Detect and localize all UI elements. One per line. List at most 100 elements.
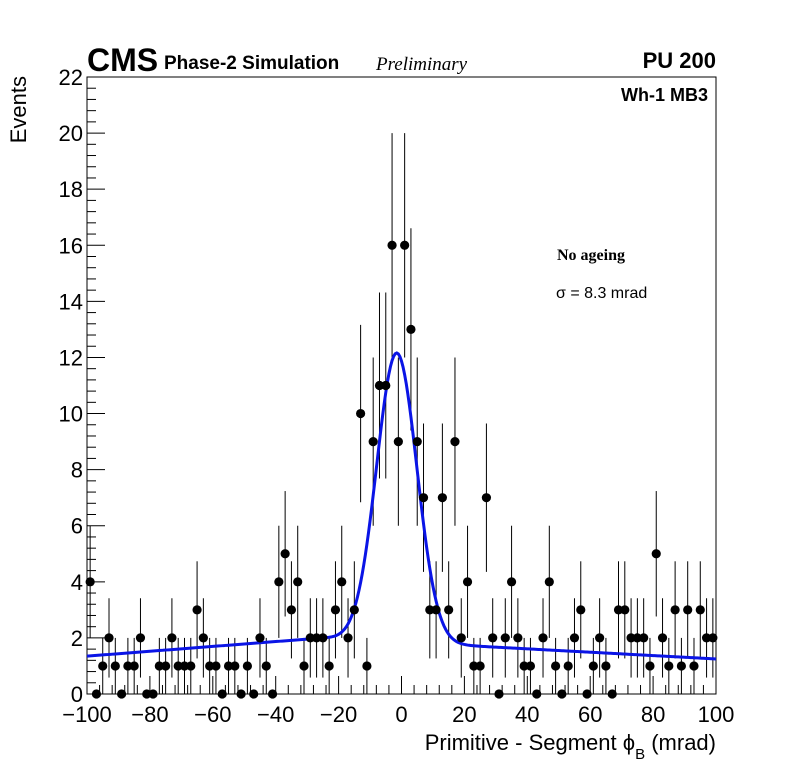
data-point <box>261 661 271 671</box>
phase2-simulation-label: Phase-2 Simulation <box>164 53 339 74</box>
data-point <box>670 605 680 615</box>
data-point <box>551 661 561 671</box>
x-axis-title-main: Primitive - Segment <box>425 730 623 755</box>
data-point <box>255 633 265 643</box>
sigma-value: = 8.3 mrad <box>566 285 647 302</box>
y-tick-label: 14 <box>59 289 83 314</box>
x-tick-label: −40 <box>257 702 294 727</box>
y-tick-label: 8 <box>71 458 83 483</box>
data-point <box>582 689 592 699</box>
data-point <box>683 605 693 615</box>
condition-label: No ageing <box>557 247 625 264</box>
data-point <box>645 661 655 671</box>
data-point <box>142 689 152 699</box>
data-point <box>418 493 429 503</box>
data-points <box>85 240 718 699</box>
data-point <box>236 689 246 699</box>
x-tick-label: 60 <box>578 702 602 727</box>
data-point <box>330 605 341 615</box>
x-tick-label: −80 <box>131 702 168 727</box>
data-point <box>161 661 171 671</box>
x-axis-title-unit: (mrad) <box>645 730 716 755</box>
data-point <box>425 605 435 615</box>
chamber-label: Wh-1 MB3 <box>621 85 708 105</box>
data-point <box>368 436 378 447</box>
data-point <box>154 661 164 671</box>
data-point <box>626 633 636 643</box>
data-point <box>613 605 624 615</box>
data-point <box>135 633 146 643</box>
data-point <box>387 240 397 250</box>
data-point <box>437 493 447 503</box>
fit-curve <box>86 351 717 661</box>
data-point <box>223 661 234 671</box>
data-point <box>98 661 108 671</box>
data-point <box>173 661 183 671</box>
data-point <box>500 633 510 643</box>
data-point <box>318 633 328 643</box>
preliminary-label: Preliminary <box>375 54 468 75</box>
y-tick-label: 0 <box>71 682 83 707</box>
data-point <box>104 633 114 643</box>
y-tick-label: 12 <box>59 345 83 370</box>
data-point <box>305 633 315 643</box>
data-point <box>116 689 127 699</box>
data-point <box>343 633 353 643</box>
data-point <box>242 661 252 671</box>
data-point <box>198 633 208 643</box>
data-point <box>211 661 221 671</box>
x-axis-title: Primitive - Segment ϕB (mrad) <box>425 730 716 763</box>
data-point <box>186 661 196 671</box>
y-tick-label: 22 <box>59 65 83 90</box>
data-point <box>324 661 334 671</box>
y-tick-label: 6 <box>71 514 83 539</box>
x-tick-label: 0 <box>395 702 407 727</box>
data-point <box>249 689 259 699</box>
data-point <box>651 549 661 559</box>
x-axis-title-symbol: ϕ <box>623 730 635 755</box>
axes: −100 −80 −60 −40 −20 0 20 40 60 80 100 0 2 4 6 8 10 12 14 1… <box>59 65 735 727</box>
data-point <box>167 633 177 643</box>
x-tick-label: 20 <box>452 702 476 727</box>
sigma-symbol: σ <box>556 285 566 302</box>
data-point <box>286 605 297 615</box>
data-point <box>569 633 580 643</box>
data-point <box>456 633 466 643</box>
data-point <box>374 380 385 391</box>
data-point <box>148 689 158 699</box>
data-point <box>620 605 630 615</box>
plot-frame <box>86 76 717 695</box>
data-point <box>601 661 611 671</box>
data-point <box>462 577 473 587</box>
x-tick-label: −100 <box>62 702 112 727</box>
data-point <box>179 661 190 671</box>
data-point <box>205 661 215 671</box>
data-point <box>381 380 391 391</box>
data-point <box>280 549 290 559</box>
data-point <box>576 605 586 615</box>
data-point <box>123 661 133 671</box>
data-point <box>664 661 674 671</box>
x-tick-label: −60 <box>194 702 231 727</box>
data-point <box>657 633 668 643</box>
data-point <box>519 661 529 671</box>
sigma-label: σ = 8.3 mrad <box>556 285 647 302</box>
data-point <box>85 577 95 587</box>
data-point <box>488 633 498 643</box>
data-point <box>406 324 416 335</box>
x-axis-title-subscript: B <box>635 746 645 763</box>
data-point <box>337 577 347 587</box>
data-point <box>513 633 523 643</box>
data-point <box>450 436 460 447</box>
data-point <box>525 661 536 671</box>
data-point <box>695 605 705 615</box>
data-point <box>400 240 410 250</box>
data-point <box>469 661 479 671</box>
data-point <box>349 605 359 615</box>
data-point <box>639 633 649 643</box>
data-point <box>494 689 504 699</box>
y-tick-label: 16 <box>59 233 83 258</box>
data-point <box>689 661 699 671</box>
y-tick-label: 2 <box>71 626 83 651</box>
data-point <box>676 661 687 671</box>
